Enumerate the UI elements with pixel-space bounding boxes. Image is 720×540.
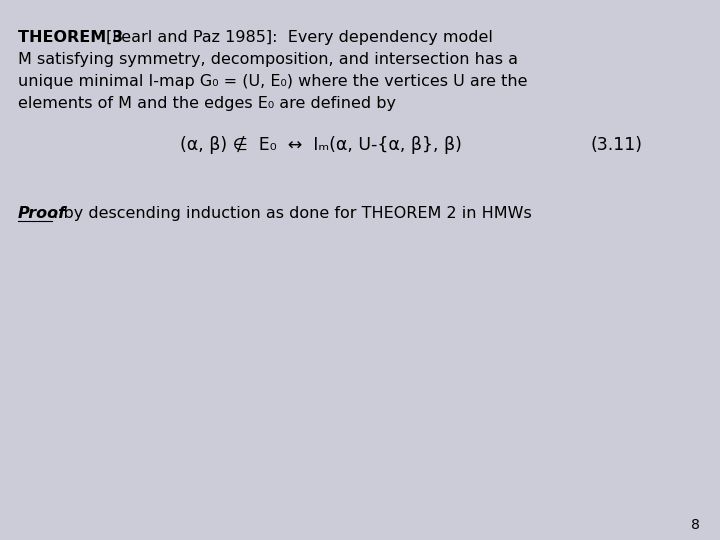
Text: THEOREM 3: THEOREM 3 [18, 30, 129, 45]
Text: (α, β) ∉  E₀  ↔  Iₘ(α, U-{α, β}, β): (α, β) ∉ E₀ ↔ Iₘ(α, U-{α, β}, β) [180, 136, 462, 154]
Text: M satisfying symmetry, decomposition, and intersection has a: M satisfying symmetry, decomposition, an… [18, 52, 518, 67]
Text: unique minimal I-map G₀ = (U, E₀) where the vertices U are the: unique minimal I-map G₀ = (U, E₀) where … [18, 74, 528, 89]
Text: : by descending induction as done for THEOREM 2 in HMWs: : by descending induction as done for TH… [53, 206, 532, 221]
Text: (3.11): (3.11) [590, 136, 642, 153]
Text: Proof: Proof [18, 206, 66, 221]
Text: elements of M and the edges E₀ are defined by: elements of M and the edges E₀ are defin… [18, 96, 396, 111]
Text: [Pearl and Paz 1985]:  Every dependency model: [Pearl and Paz 1985]: Every dependency m… [106, 30, 493, 45]
Text: 8: 8 [691, 518, 700, 532]
